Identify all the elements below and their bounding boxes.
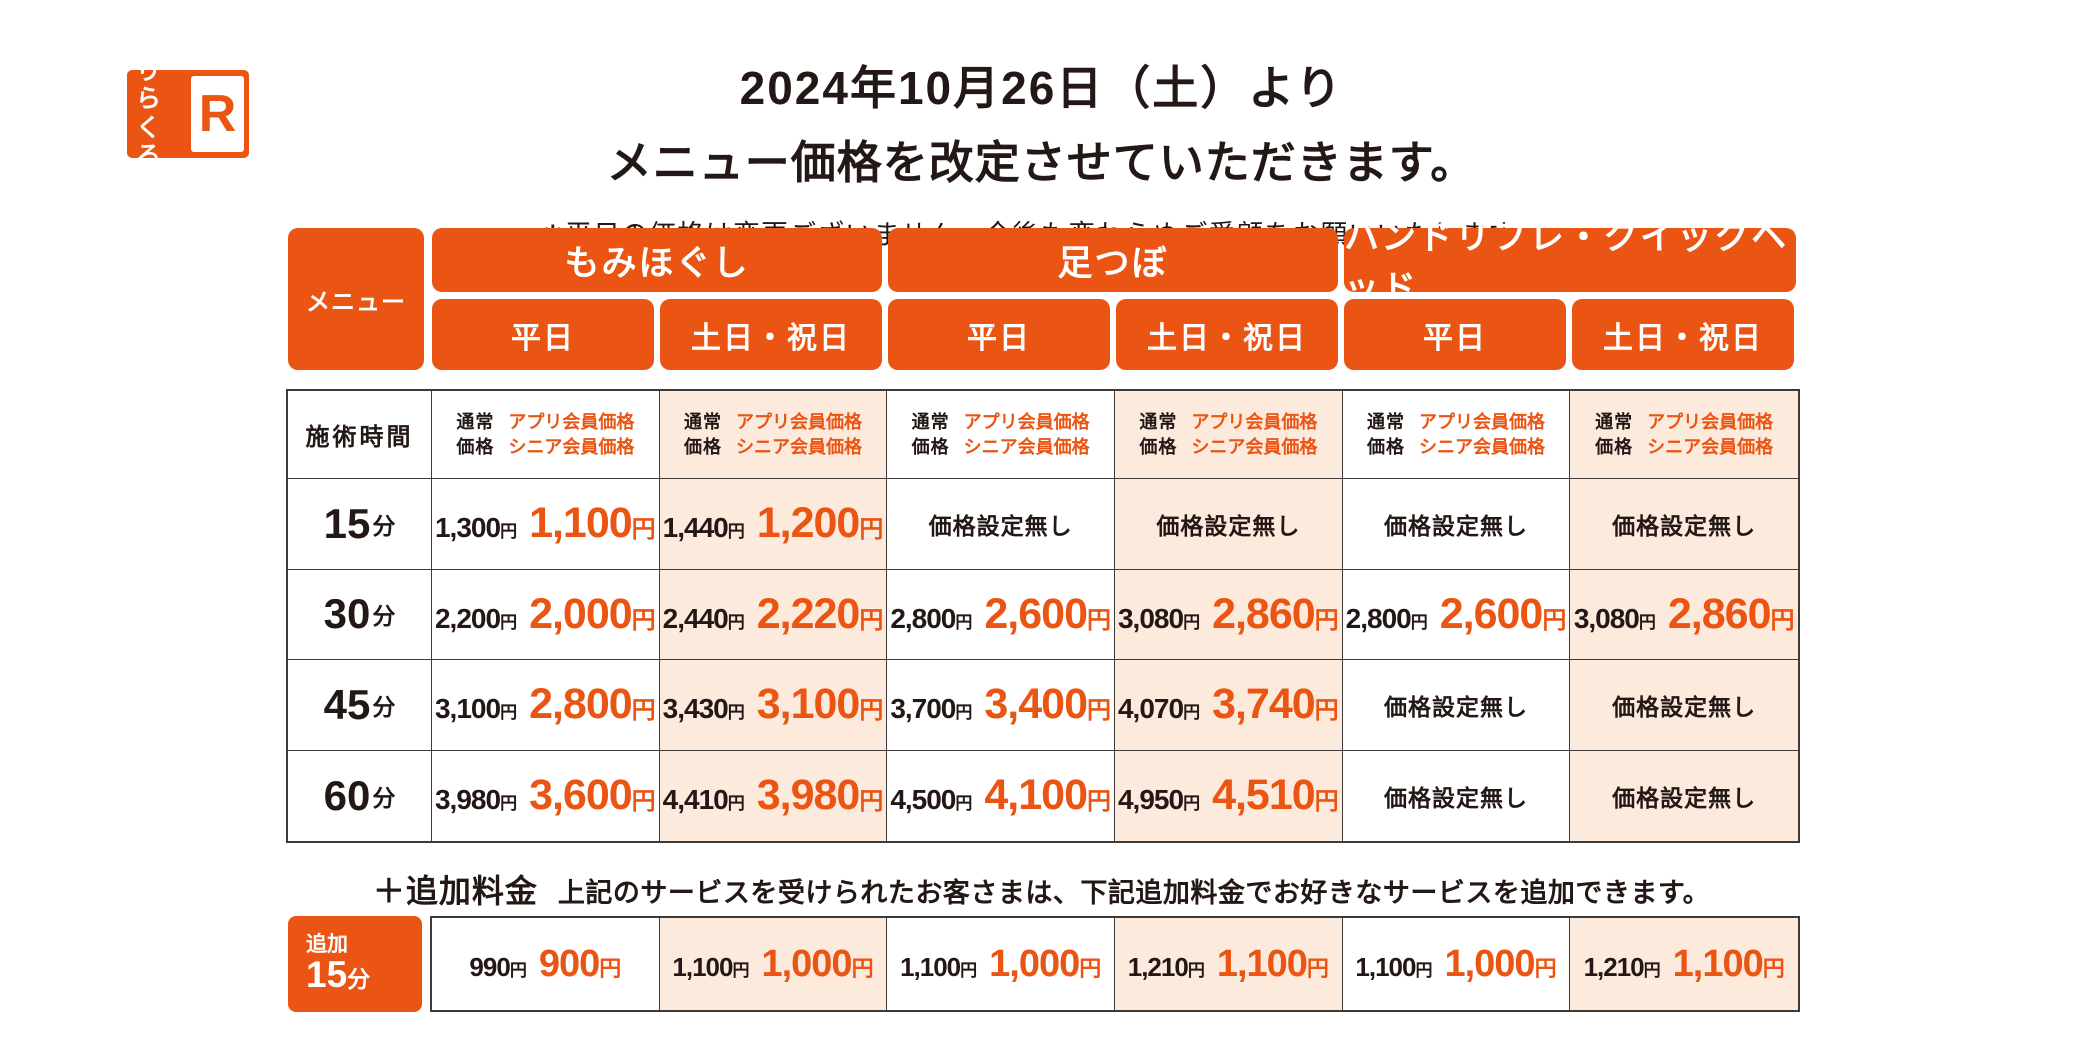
addon-title: ＋追加料金 [372, 873, 538, 909]
member-price-label: アプリ会員価格 シニア会員価格 [1191, 412, 1318, 457]
price-cell-30min-momihogushi-weekday: 2,200円 2,000円 [432, 569, 660, 660]
price-type-header-momihogushi-weekend: 通常 価格 アプリ会員価格 シニア会員価格 [659, 391, 888, 479]
addon-price-cell-momihogushi-weekday: 990円 900円 [432, 918, 660, 1010]
price-type-header-handrefle-weekday: 通常 価格 アプリ会員価格 シニア会員価格 [1342, 391, 1571, 479]
time-cell-45min: 45 分 [288, 660, 432, 751]
member-price-label: アプリ会員価格 シニア会員価格 [508, 412, 635, 457]
member-price-label: アプリ会員価格 シニア会員価格 [1647, 412, 1774, 457]
price-type-header-momihogushi-weekday: 通常 価格 アプリ会員価格 シニア会員価格 [432, 391, 660, 479]
day-header-momihogushi-weekday: 平日 [432, 299, 654, 370]
member-price-label: アプリ会員価格 シニア会員価格 [1418, 412, 1545, 457]
category-header-momihogushi: もみほぐし [432, 228, 882, 292]
normal-price-label: 通常 価格 [683, 412, 722, 457]
price-cell-30min-handrefle-weekday: 2,800円 2,600円 [1342, 569, 1571, 660]
price-type-header-handrefle-weekend: 通常 価格 アプリ会員価格 シニア会員価格 [1570, 391, 1798, 479]
price-cell-60min-momihogushi-weekend: 4,410円 3,980円 [659, 750, 888, 841]
price-cell-45min-momihogushi-weekend: 3,430円 3,100円 [659, 660, 888, 751]
price-cell-60min-ashitsubo-weekend: 4,950円 4,510円 [1115, 750, 1343, 841]
menu-corner-label: メニュー [288, 228, 424, 370]
category-header-ashitsubo: 足つぼ [888, 228, 1338, 292]
price-cell-15min-ashitsubo-weekend: 価格設定無し [1115, 479, 1343, 570]
price-cell-60min-handrefle-weekend: 価格設定無し [1570, 750, 1798, 841]
addon-price-cell-ashitsubo-weekend: 1,210円 1,100円 [1115, 918, 1343, 1010]
addon-price-cell-momihogushi-weekend: 1,100円 1,000円 [659, 918, 888, 1010]
logo-kana-line2: くる [136, 114, 163, 170]
price-cell-15min-momihogushi-weekend: 1,440円 1,200円 [659, 479, 888, 570]
time-cell-15min: 15 分 [288, 479, 432, 570]
price-cell-15min-ashitsubo-weekday: 価格設定無し [887, 479, 1115, 570]
addon-description: 上記のサービスを受けられたお客さまは、下記追加料金でお好きなサービスを追加できま… [557, 878, 1711, 908]
normal-price-label: 通常 価格 [1366, 412, 1405, 457]
price-cell-30min-ashitsubo-weekend: 3,080円 2,860円 [1115, 569, 1343, 660]
price-cell-15min-handrefle-weekday: 価格設定無し [1342, 479, 1571, 570]
addon-note: ＋追加料金 上記のサービスを受けられたお客さまは、下記追加料金でお好きなサービス… [0, 866, 2083, 912]
logo-kana-line1: りら [136, 57, 163, 113]
price-cell-30min-momihogushi-weekend: 2,440円 2,220円 [659, 569, 888, 660]
normal-price-label: 通常 価格 [456, 412, 495, 457]
time-cell-60min: 60 分 [288, 750, 432, 841]
category-header-handrefle-quickhead: ハンドリフレ・クイックヘッド [1344, 218, 1796, 308]
day-header-handrefle-weekend: 土日・祝日 [1572, 299, 1794, 370]
price-cell-15min-handrefle-weekend: 価格設定無し [1570, 479, 1798, 570]
price-cell-60min-handrefle-weekday: 価格設定無し [1343, 750, 1571, 841]
time-cell-30min: 30 分 [288, 569, 432, 660]
notice-title-line2: メニュー価格を改定させていただきます。 [606, 137, 1477, 188]
riraku-logo: りら くる R [127, 57, 249, 169]
normal-price-label: 通常 価格 [1595, 412, 1634, 457]
normal-price-label: 通常 価格 [911, 412, 950, 457]
price-cell-30min-ashitsubo-weekday: 2,800円 2,600円 [887, 569, 1115, 660]
price-cell-45min-handrefle-weekday: 価格設定無し [1342, 660, 1571, 751]
addon-price-cell-handrefle-weekday: 1,100円 1,000円 [1343, 918, 1571, 1010]
day-header-handrefle-weekday: 平日 [1344, 299, 1566, 370]
addon-price-cell-handrefle-weekend: 1,210円 1,100円 [1570, 918, 1798, 1010]
price-cell-45min-ashitsubo-weekday: 3,700円 3,400円 [887, 660, 1115, 751]
price-table: 施術時間 通常 価格 アプリ会員価格 シニア会員価格 通常 価格 アプリ会員価格 シニア… [286, 389, 1800, 843]
price-cell-60min-momihogushi-weekday: 3,980円 3,600円 [432, 750, 660, 841]
notice-title-line1: 2024年10月26日（土）より [739, 62, 1344, 114]
addon-time-badge: 追加 15分 [288, 916, 422, 1012]
addon-price-cell-ashitsubo-weekday: 1,100円 1,000円 [887, 918, 1115, 1010]
addon-price-table: 990円 900円 1,100円 1,000円 1,100円 1,000円 1,… [430, 916, 1800, 1012]
logo-kana-text: りら くる [136, 57, 186, 170]
logo-r-mark-icon: R [191, 76, 244, 152]
treatment-time-header: 施術時間 [288, 391, 432, 479]
day-header-momihogushi-weekend: 土日・祝日 [660, 299, 882, 370]
day-header-ashitsubo-weekend: 土日・祝日 [1116, 299, 1338, 370]
price-type-header-ashitsubo-weekday: 通常 価格 アプリ会員価格 シニア会員価格 [887, 391, 1115, 479]
normal-price-label: 通常 価格 [1139, 412, 1178, 457]
price-type-header-ashitsubo-weekend: 通常 価格 アプリ会員価格 シニア会員価格 [1115, 391, 1343, 479]
price-cell-45min-momihogushi-weekday: 3,100円 2,800円 [432, 660, 660, 751]
price-cell-60min-ashitsubo-weekday: 4,500円 4,100円 [887, 750, 1115, 841]
price-cell-15min-momihogushi-weekday: 1,300円 1,100円 [432, 479, 660, 570]
member-price-label: アプリ会員価格 シニア会員価格 [735, 412, 862, 457]
member-price-label: アプリ会員価格 シニア会員価格 [963, 412, 1090, 457]
price-cell-45min-ashitsubo-weekend: 4,070円 3,740円 [1115, 660, 1343, 751]
day-header-ashitsubo-weekday: 平日 [888, 299, 1110, 370]
price-cell-45min-handrefle-weekend: 価格設定無し [1570, 660, 1798, 751]
price-cell-30min-handrefle-weekend: 3,080円 2,860円 [1570, 569, 1798, 660]
